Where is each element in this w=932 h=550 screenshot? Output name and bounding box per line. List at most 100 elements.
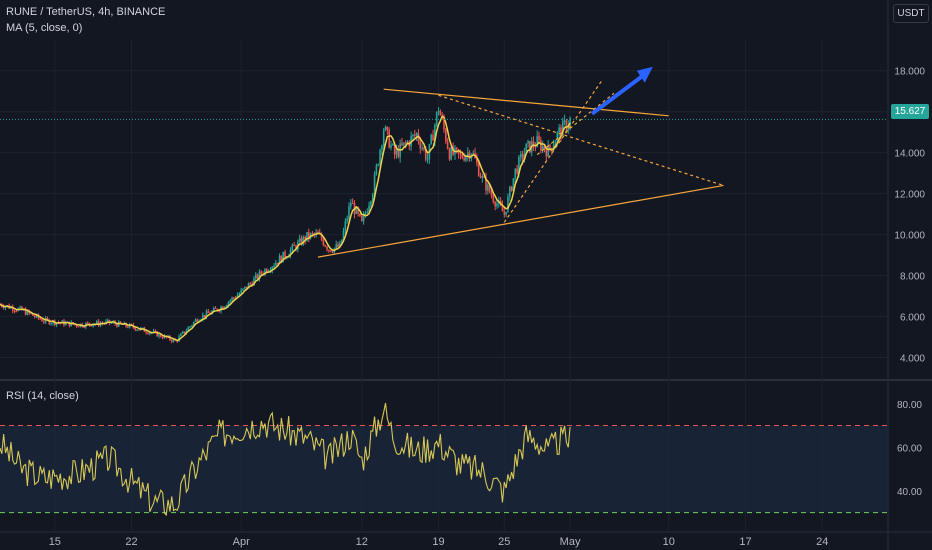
rsi-line <box>0 402 571 517</box>
candle-body <box>138 329 140 331</box>
candle-body <box>379 150 381 165</box>
candle-body <box>430 134 433 145</box>
candle-body <box>152 330 155 333</box>
candle-body <box>492 195 495 203</box>
candle-body <box>64 322 67 326</box>
candle-body <box>381 145 383 151</box>
candle-body <box>134 327 137 331</box>
candle-body <box>529 141 531 153</box>
candle-body <box>282 251 285 263</box>
time-tick-label: 22 <box>125 536 137 548</box>
candle-body <box>90 324 93 327</box>
time-tick-label: Apr <box>233 536 250 548</box>
candle-body <box>523 153 526 160</box>
candle-body <box>291 244 294 250</box>
candle-body <box>468 152 471 159</box>
candle-body <box>156 331 158 337</box>
candle-body <box>306 232 308 241</box>
candle-body <box>421 147 423 149</box>
price-tick-label: 4.000 <box>900 354 925 365</box>
candle-body <box>419 141 422 149</box>
candle-body <box>119 321 122 324</box>
candle-body <box>485 177 487 191</box>
rsi-tick-label: 80.00 <box>897 400 922 411</box>
candle-body <box>483 176 485 178</box>
candle-body <box>439 111 442 116</box>
candle-body <box>554 141 557 146</box>
candle-body <box>496 203 498 207</box>
candle-body <box>339 242 341 248</box>
candle-body <box>194 319 197 322</box>
candle-body <box>185 330 188 334</box>
candle-body <box>516 168 518 174</box>
candle-body <box>424 148 427 160</box>
candle-body <box>335 244 337 248</box>
candle-body <box>359 213 361 217</box>
candle-body <box>181 331 184 334</box>
candle-body <box>289 249 292 256</box>
candle-body <box>191 325 193 327</box>
candle-body <box>521 154 524 160</box>
price-tick-label: 6.000 <box>900 313 925 324</box>
candle-body <box>479 176 482 178</box>
candle-body <box>293 244 295 246</box>
candle-body <box>412 134 414 137</box>
candle-body <box>276 262 279 264</box>
candle-body <box>110 322 113 324</box>
candle-body <box>505 211 507 215</box>
candle-body <box>481 176 484 178</box>
candle-body <box>32 313 34 316</box>
last-price-tag: 15.627 <box>891 104 929 119</box>
candle-body <box>377 164 380 166</box>
time-tick-label: May <box>560 536 581 548</box>
candle-body <box>426 159 429 161</box>
candle-body <box>382 130 385 146</box>
candle-body <box>423 147 425 149</box>
candle-body <box>494 202 496 207</box>
candle-body <box>35 314 38 317</box>
candle-body <box>298 238 301 242</box>
candle-body <box>245 286 248 289</box>
rsi-tick-label: 40.00 <box>897 487 922 498</box>
candle-body <box>549 144 551 149</box>
candle-body <box>386 126 389 130</box>
candle-body <box>183 331 186 334</box>
candle-body <box>207 311 210 314</box>
upper-trendline <box>383 88 669 117</box>
rsi-label: RSI (14, close) <box>6 390 79 402</box>
candle-body <box>395 149 398 155</box>
candle-body <box>212 308 215 311</box>
ma-label: MA (5, close, 0) <box>6 22 83 34</box>
price-tick-label: 12.000 <box>894 190 925 201</box>
candle-body <box>501 205 504 212</box>
candle-body <box>249 283 252 285</box>
currency-button[interactable]: USDT <box>893 4 929 23</box>
candle-body <box>255 274 257 279</box>
rsi-tick-label: 60.00 <box>897 443 922 454</box>
candle-body <box>560 127 562 137</box>
candle-body <box>2 306 5 309</box>
candle-body <box>136 329 138 331</box>
candle-body <box>238 293 241 295</box>
candle-body <box>178 336 180 342</box>
candle-body <box>344 221 347 231</box>
candle-body <box>350 203 352 207</box>
candle-body <box>390 144 392 148</box>
candle-body <box>342 230 345 240</box>
candle-body <box>275 262 277 266</box>
candle-body <box>403 142 405 146</box>
candle-body <box>30 313 32 315</box>
candle-body <box>77 326 80 328</box>
candle-body <box>61 320 63 323</box>
candle-body <box>538 136 540 141</box>
candle-body <box>463 157 465 161</box>
candle-body <box>490 192 493 196</box>
candle-body <box>233 297 235 299</box>
rsi-band-fill <box>0 425 888 513</box>
time-tick-label: 12 <box>356 536 368 548</box>
candle-body <box>543 145 546 150</box>
candle-body <box>222 306 224 309</box>
candle-body <box>315 232 317 235</box>
candle-body <box>92 324 94 327</box>
candle-body <box>145 331 147 333</box>
